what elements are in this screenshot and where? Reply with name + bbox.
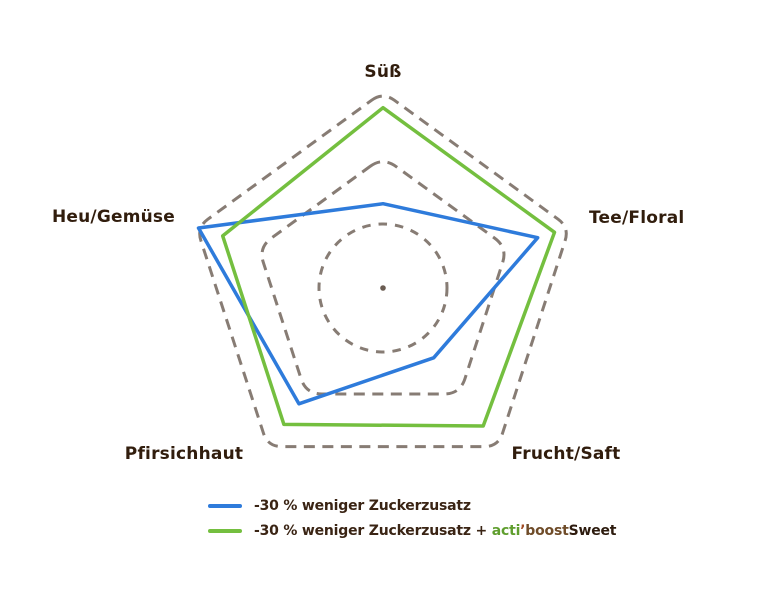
axis-label-suess: Süß [364,62,402,82]
brand-tick: ’ [520,523,526,539]
axis-label-heu-gemuese: Heu/Gemüse [51,207,175,227]
series-polygon-1 [196,201,540,406]
axis-label-tee-floral: Tee/Floral [589,208,685,228]
series-polygon-2 [220,105,557,428]
legend-swatch-green [208,529,242,533]
brand-boost: boost [525,523,569,539]
legend-row-series2: -30 % weniger Zuckerzusatz + acti’boostS… [208,523,616,539]
legend-series2-prefix: -30 % weniger Zuckerzusatz + [254,523,492,539]
grid-ring-1 [317,222,449,354]
grid-ring-3 [198,94,568,449]
grid-ring-2 [260,160,506,396]
center-dot [380,285,386,291]
legend-row-series1: -30 % weniger Zuckerzusatz [208,498,616,514]
legend-label-series1: -30 % weniger Zuckerzusatz [254,498,471,514]
axis-label-frucht-saft: Frucht/Saft [511,444,621,464]
legend: -30 % weniger Zuckerzusatz -30 % weniger… [208,498,616,539]
legend-label-series2: -30 % weniger Zuckerzusatz + acti’boostS… [254,523,616,539]
brand-sweet: Sweet [568,523,617,539]
legend-swatch-blue [208,504,242,508]
axis-label-pfirsichhaut: Pfirsichhaut [124,444,244,464]
brand-acti: acti [491,523,521,539]
